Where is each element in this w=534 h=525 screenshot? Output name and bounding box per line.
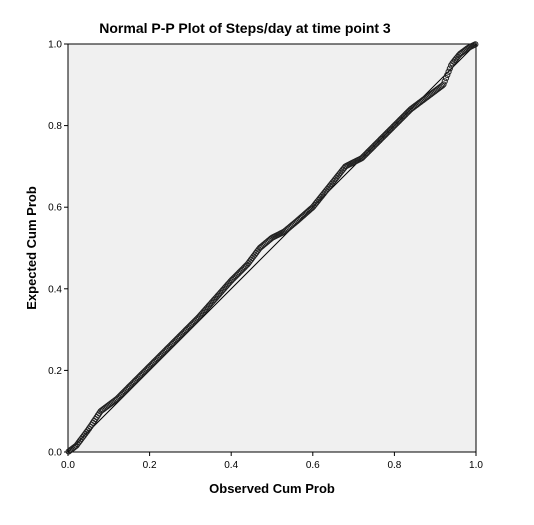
y-axis: 0.0 0.2 0.4 0.6 0.8 1.0 [48,40,68,459]
data-points [65,41,479,455]
data-point [444,71,451,79]
x-tick-label: 0.0 [61,460,75,471]
y-tick-label: 0.4 [48,284,62,295]
x-tick-label: 0.2 [143,460,157,471]
x-tick-label: 0.4 [224,460,238,471]
y-tick-label: 0.2 [48,366,62,377]
data-point [442,75,450,82]
data-point [472,41,479,48]
y-tick-label: 1.0 [48,40,62,51]
data-point [440,81,447,88]
y-tick-label: 0.0 [48,448,62,459]
y-tick-label: 0.6 [48,203,62,214]
data-point [439,82,446,89]
x-axis-label: Observed Cum Prob [209,481,335,496]
x-tick-label: 0.6 [306,460,320,471]
x-tick-label: 1.0 [469,460,483,471]
x-tick-label: 0.8 [387,460,401,471]
x-axis: 0.0 0.2 0.4 0.6 0.8 1.0 [61,452,483,471]
data-point [441,78,448,85]
y-tick-label: 0.8 [48,121,62,132]
data-point [445,68,452,75]
y-axis-label: Expected Cum Prob [24,186,39,310]
chart-title: Normal P-P Plot of Steps/day at time poi… [99,20,391,36]
data-point [446,65,453,72]
